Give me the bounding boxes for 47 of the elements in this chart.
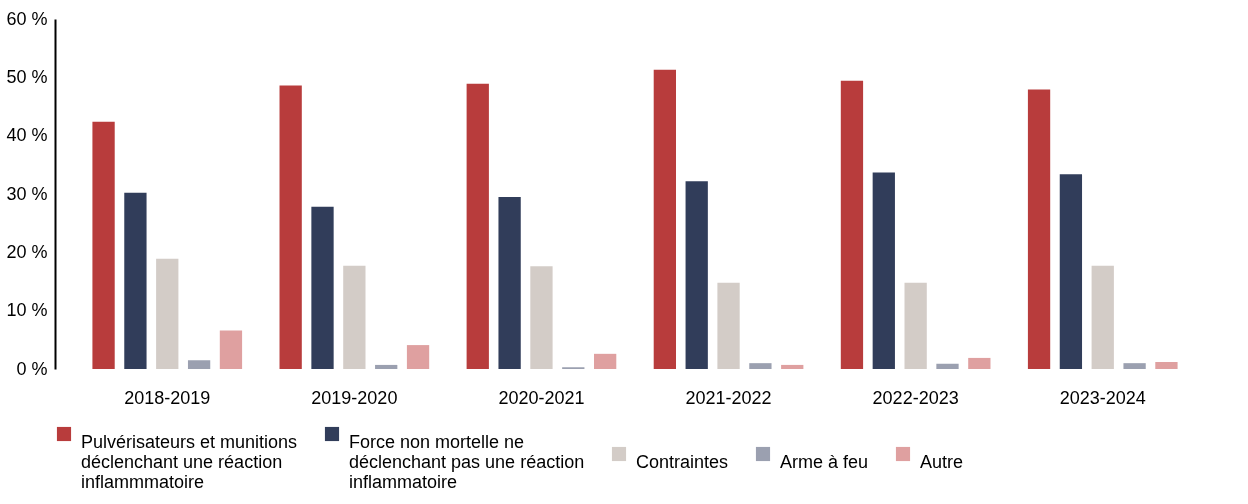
bar — [279, 85, 302, 369]
legend-label: Autre — [920, 452, 964, 472]
x-tick-label: 2019-2020 — [311, 387, 398, 408]
y-tick-label: 0 % — [16, 358, 48, 379]
bar — [124, 192, 147, 369]
bar — [466, 83, 489, 369]
y-tick-label: 30 % — [6, 183, 48, 204]
legend-label: Arme à feu — [780, 452, 869, 472]
x-tick-label: 2022-2023 — [872, 387, 959, 408]
bar — [406, 345, 430, 369]
bar — [498, 196, 521, 369]
legend-label: Contraintes — [636, 452, 729, 472]
y-tick-label: 40 % — [6, 125, 48, 146]
bar — [92, 121, 115, 369]
bar — [1123, 363, 1146, 369]
bar — [187, 360, 211, 369]
bar — [840, 80, 864, 369]
legend-label: Force non mortelle ne déclenchant pas une réaction inflammatoire — [349, 432, 585, 492]
y-tick-label: 60 % — [6, 8, 48, 29]
bar — [749, 363, 772, 369]
bar — [936, 363, 959, 369]
x-tick-label: 2018-2019 — [124, 387, 211, 408]
y-tick-label: 20 % — [6, 241, 48, 262]
x-tick-label: 2020-2021 — [498, 387, 585, 408]
bar — [968, 357, 991, 369]
bar — [530, 266, 553, 369]
bar — [653, 69, 676, 369]
bar — [1091, 265, 1114, 369]
bar — [872, 172, 895, 369]
bar — [1155, 362, 1178, 369]
bar — [375, 364, 398, 369]
bar — [594, 353, 617, 369]
bar — [311, 206, 334, 369]
y-tick-label: 10 % — [6, 300, 48, 321]
bar — [781, 364, 804, 369]
bar — [717, 282, 740, 369]
bar — [1027, 89, 1051, 369]
bar — [219, 330, 243, 369]
y-tick-label: 50 % — [6, 66, 48, 87]
bar — [343, 265, 366, 369]
bar — [685, 181, 708, 369]
x-tick-label: 2023-2024 — [1059, 387, 1146, 408]
bar — [1059, 174, 1083, 369]
bar — [904, 282, 927, 369]
x-tick-label: 2021-2022 — [685, 387, 772, 408]
legend-label: Pulvérisateurs et munitions déclenchant une réaction inflammmatoire — [81, 432, 298, 492]
bar — [156, 258, 179, 369]
